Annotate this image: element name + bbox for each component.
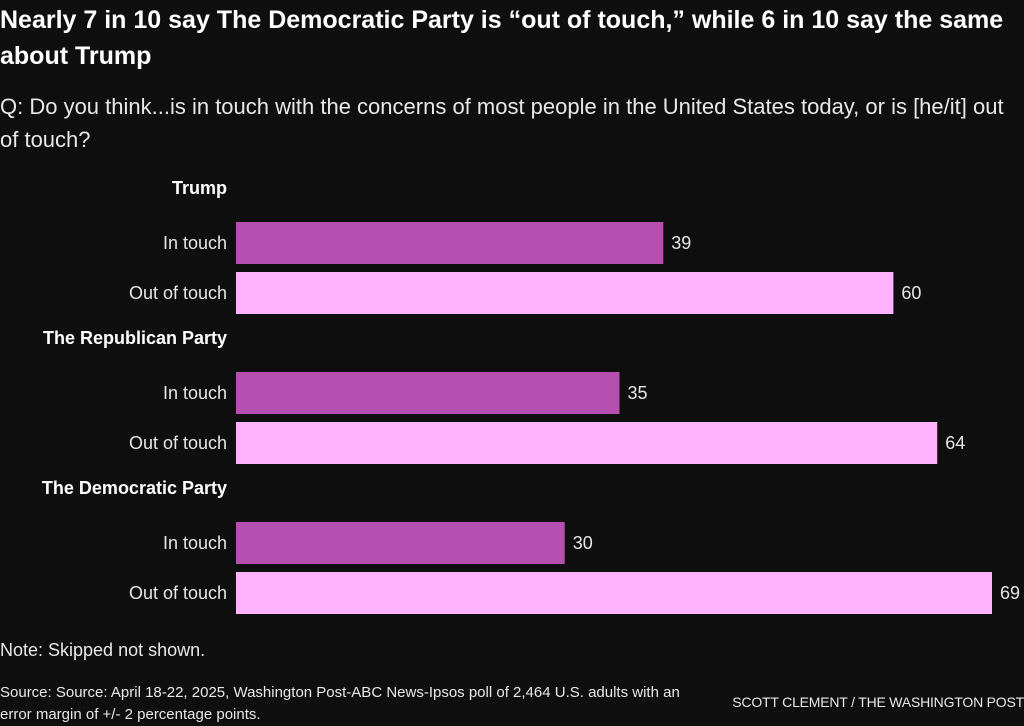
bar-in-touch bbox=[236, 522, 565, 564]
bar-value-label: 39 bbox=[671, 233, 691, 253]
bar-out-of-touch bbox=[236, 572, 992, 614]
chart-title: Nearly 7 in 10 say The Democratic Party … bbox=[0, 6, 1004, 70]
bar-category-label: Out of touch bbox=[129, 433, 227, 453]
bar-category-label: In touch bbox=[163, 233, 227, 253]
bar-out-of-touch bbox=[236, 272, 894, 314]
bar-value-label: 60 bbox=[901, 283, 921, 303]
group-label: Trump bbox=[172, 178, 227, 198]
group-label: The Democratic Party bbox=[42, 478, 227, 498]
bar-value-label: 64 bbox=[945, 433, 965, 453]
chart-source: Source: Source: April 18-22, 2025, Washi… bbox=[0, 684, 680, 723]
bar-value-label: 30 bbox=[573, 533, 593, 553]
group-label: The Republican Party bbox=[43, 328, 227, 348]
chart-note: Note: Skipped not shown. bbox=[0, 640, 206, 660]
bar-in-touch bbox=[236, 222, 664, 264]
bar-category-label: In touch bbox=[163, 533, 227, 553]
bar-in-touch bbox=[236, 372, 620, 414]
bar-category-label: In touch bbox=[163, 383, 227, 403]
bar-value-label: 35 bbox=[627, 383, 647, 403]
bar-category-label: Out of touch bbox=[129, 283, 227, 303]
bar-value-label: 69 bbox=[1000, 583, 1020, 603]
chart-credit: SCOTT CLEMENT / THE WASHINGTON POST bbox=[732, 694, 1024, 710]
bar-category-label: Out of touch bbox=[129, 583, 227, 603]
bar-out-of-touch bbox=[236, 422, 938, 464]
bar-chart: Trump In touch 39 Out of touch 60 The Republi… bbox=[42, 178, 1020, 614]
survey-question: Q: Do you think...is in touch with the c… bbox=[0, 94, 1004, 152]
